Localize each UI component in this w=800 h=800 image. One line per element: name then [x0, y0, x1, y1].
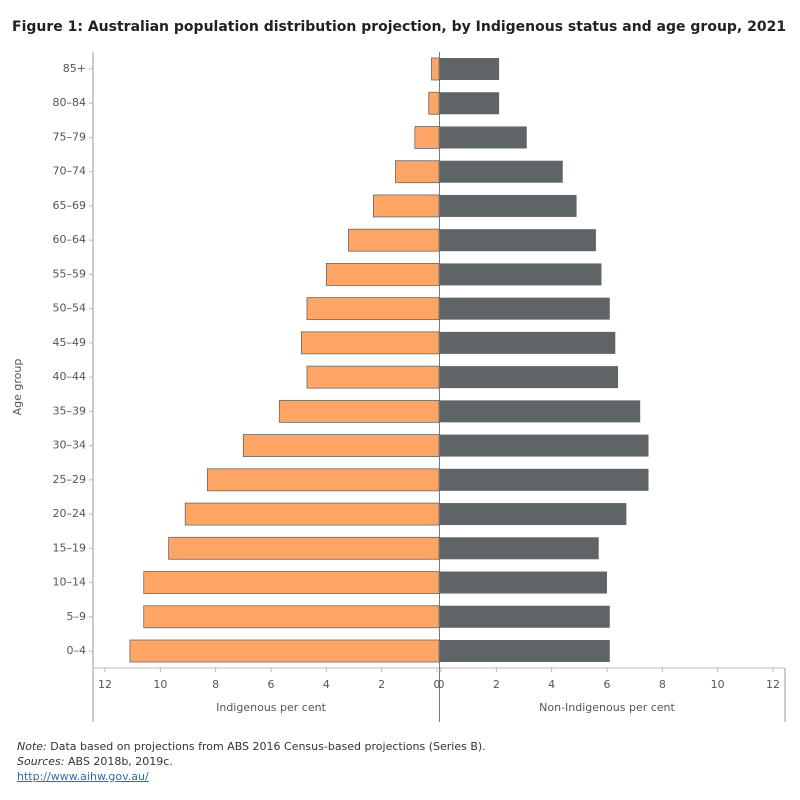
x-tick-label: 4 [548, 678, 555, 691]
x-tick-label: 2 [493, 678, 500, 691]
y-tick-label: 70–74 [53, 165, 87, 178]
y-tick-label: 20–24 [53, 507, 87, 520]
bar [440, 605, 610, 628]
chart: Figure 1: Australian population distribu… [11, 19, 786, 722]
y-tick-label: 10–14 [53, 576, 87, 589]
bar [440, 92, 500, 115]
y-tick-label: 65–69 [53, 199, 87, 212]
bar [431, 57, 440, 81]
sources-text: ABS 2018b, 2019c. [67, 755, 173, 768]
x-tick-label: 4 [323, 678, 330, 691]
y-tick-label: 60–64 [53, 233, 87, 246]
bar [306, 297, 440, 321]
bar [440, 640, 610, 662]
x-tick-label: 10 [153, 678, 167, 691]
bar [440, 400, 641, 423]
bar [168, 536, 440, 560]
y-tick-label: 40–44 [53, 370, 87, 383]
bar [395, 160, 440, 184]
x-tick-label: 12 [766, 678, 780, 691]
bar [184, 502, 440, 526]
bar [143, 605, 440, 629]
bar [440, 194, 577, 217]
y-tick-label: 30–34 [53, 439, 87, 452]
x-tick-label: 12 [98, 678, 112, 691]
note: Note: Data based on projections from ABS… [17, 740, 486, 753]
x-tick-label: 2 [378, 678, 385, 691]
x-tick-label: 8 [659, 678, 666, 691]
bar [325, 263, 440, 286]
x-axis-title: Indigenous per cent [216, 701, 326, 714]
bar [440, 160, 563, 183]
bar [440, 434, 649, 457]
x-axis-title: Non-Indigenous per cent [539, 701, 675, 714]
bar [414, 126, 440, 149]
sources: Sources: ABS 2018b, 2019c. [17, 755, 173, 768]
bar [440, 468, 649, 491]
y-tick-label: 55–59 [53, 267, 87, 280]
bar [440, 229, 596, 252]
x-tick-label: 0 [438, 678, 445, 691]
sources-label: Sources: [17, 755, 65, 768]
link-row: http://www.aihw.gov.au/ [17, 770, 149, 783]
x-tick-label: 8 [212, 678, 219, 691]
x-tick-label: 0 [434, 678, 441, 691]
y-tick-label: 0–4 [67, 644, 87, 657]
y-tick-label: 25–29 [53, 473, 87, 486]
y-tick-label: 45–49 [53, 336, 87, 349]
x-tick-label: 6 [268, 678, 275, 691]
bar [440, 58, 500, 80]
y-tick-label: 35–39 [53, 404, 87, 417]
bar [428, 91, 440, 115]
note-text: Data based on projections from ABS 2016 … [50, 740, 486, 753]
bar [348, 228, 440, 252]
bar [206, 468, 440, 492]
note-label: Note: [17, 740, 47, 753]
bar [440, 331, 616, 354]
bar [301, 331, 440, 355]
bar [440, 297, 610, 320]
x-tick-label: 6 [604, 678, 611, 691]
link[interactable]: http://www.aihw.gov.au/ [17, 770, 149, 783]
bar [143, 571, 440, 594]
bar [306, 365, 440, 389]
y-tick-label: 50–54 [53, 302, 87, 315]
chart-title: Figure 1: Australian population distribu… [12, 19, 786, 35]
bar [440, 126, 527, 149]
x-tick-label: 10 [711, 678, 725, 691]
bar [372, 194, 440, 218]
bar [440, 503, 627, 526]
bar [278, 399, 440, 423]
y-tick-label: 85+ [63, 62, 86, 75]
bar [129, 639, 440, 663]
bar [242, 434, 440, 457]
y-tick-label: 80–84 [53, 96, 87, 109]
bar [440, 571, 607, 594]
y-tick-label: 75–79 [53, 130, 87, 143]
y-tick-label: 5–9 [67, 610, 87, 623]
bar [440, 366, 619, 389]
bar [440, 537, 599, 560]
bar [440, 263, 602, 286]
y-axis-title: Age group [11, 359, 24, 416]
y-tick-label: 15–19 [53, 541, 87, 554]
